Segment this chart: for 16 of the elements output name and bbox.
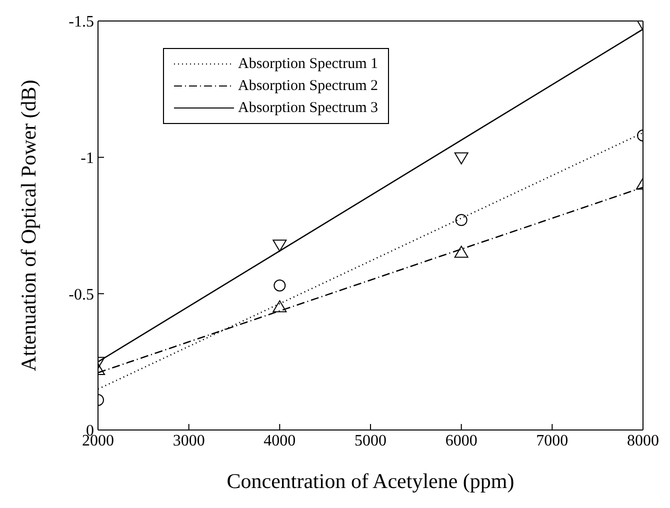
legend-label: Absorption Spectrum 3 (238, 100, 378, 116)
y-tick-label: -1.5 (68, 14, 94, 31)
x-tick-label: 5000 (354, 432, 386, 450)
x-tick-label: 6000 (445, 432, 478, 450)
x-tick-label: 4000 (264, 432, 296, 450)
x-tick-label: 3000 (172, 432, 205, 450)
legend-label: Absorption Spectrum 1 (238, 56, 378, 72)
y-axis-title: Attenuation of Optical Power (dB) (16, 80, 40, 372)
x-axis-title: Concentration of Acetylene (ppm) (226, 469, 514, 493)
point (454, 152, 468, 164)
point (272, 240, 287, 252)
y-tick-label: -0.5 (68, 286, 94, 304)
legend-label: Absorption Spectrum 2 (238, 78, 378, 94)
x-tick-label: 8000 (627, 432, 659, 450)
x-tick-label: 7000 (536, 432, 568, 450)
y-tick-label: -1 (80, 150, 94, 168)
